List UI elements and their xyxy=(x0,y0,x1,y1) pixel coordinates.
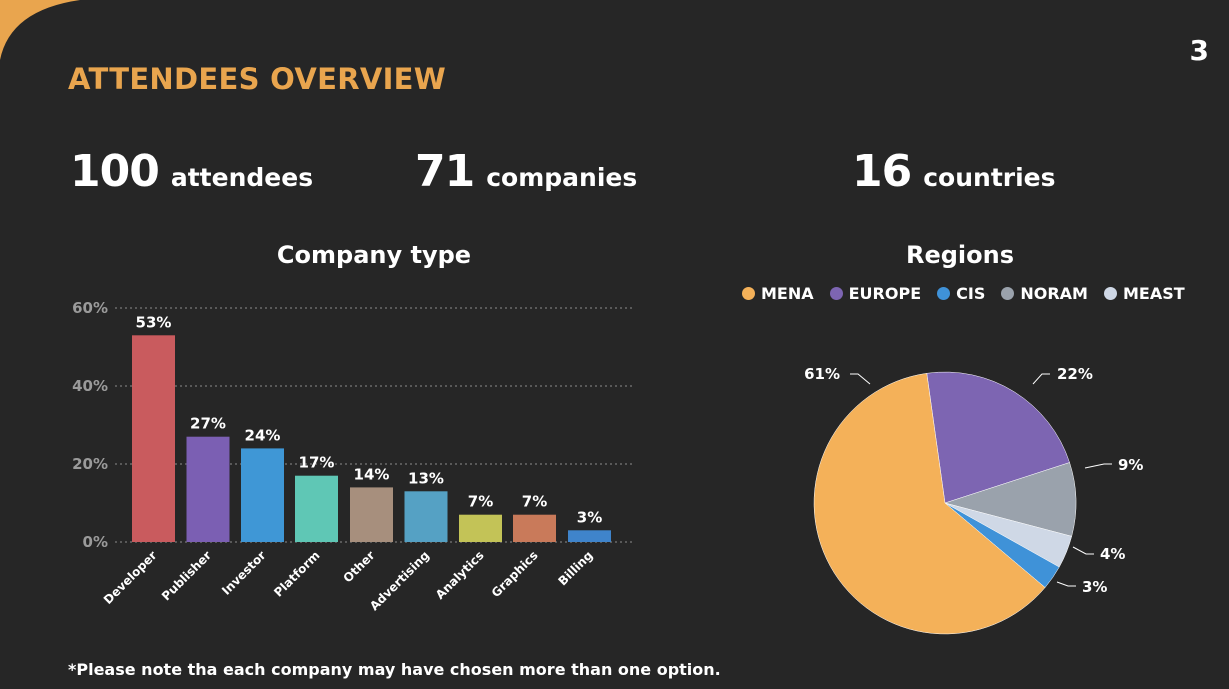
category-label: Investor xyxy=(219,548,269,598)
legend-swatch xyxy=(1103,287,1117,300)
pie-value-label: 61% xyxy=(804,365,840,383)
legend-swatch xyxy=(937,287,951,300)
bar-value-label: 3% xyxy=(577,508,602,526)
bar-analytics xyxy=(459,514,502,542)
stat-companies-value: 71 xyxy=(415,146,475,197)
page-number: 3 xyxy=(1189,34,1209,67)
regions-legend: MENA EUROPE CIS NORAM MEAST xyxy=(742,284,1185,303)
pie-leader-line xyxy=(1084,463,1112,469)
bar-value-label: 7% xyxy=(468,493,493,511)
pie-slice-mena xyxy=(813,372,1046,635)
legend-item-europe: EUROPE xyxy=(829,284,922,303)
legend-item-cis: CIS xyxy=(937,284,985,303)
category-label: Developer xyxy=(101,548,160,607)
legend-label: EUROPE xyxy=(848,284,922,303)
stat-attendees-label: attendees xyxy=(170,163,314,192)
company-type-bar-chart: 0% 20% 40% 60% 53% Developer 27% Publisher 24% In… xyxy=(72,299,633,613)
y-tick-label: 0% xyxy=(83,533,108,551)
pie-value-label: 9% xyxy=(1118,456,1143,474)
legend-swatch xyxy=(742,287,755,300)
pie-value-label: 3% xyxy=(1082,578,1107,596)
stat-companies-label: companies xyxy=(486,163,638,192)
bar-other xyxy=(350,487,393,542)
y-tick-label: 40% xyxy=(72,377,108,395)
stat-companies: 71 companies xyxy=(415,146,637,197)
bar-value-label: 13% xyxy=(408,469,444,487)
bar-advertising xyxy=(404,491,448,542)
pie-leader-line xyxy=(1056,581,1076,587)
stat-countries-label: countries xyxy=(923,163,1056,192)
category-label: Billing xyxy=(556,548,596,588)
bar-investor xyxy=(241,448,284,542)
stat-countries: 16 countries xyxy=(852,146,1056,197)
bar-value-label: 17% xyxy=(299,454,335,472)
bar-graphics xyxy=(513,514,556,542)
bar-billing xyxy=(568,530,611,542)
category-label: Analytics xyxy=(433,548,487,602)
y-tick-label: 20% xyxy=(72,455,108,473)
pie-slice-europe xyxy=(926,371,1070,504)
bar-value-label: 53% xyxy=(136,313,172,331)
footnote: *Please note tha each company may have c… xyxy=(68,660,721,679)
legend-item-mena: MENA xyxy=(742,284,814,303)
pie-chart-title: Regions xyxy=(905,241,1015,269)
legend-item-noram: NORAM xyxy=(1001,284,1088,303)
bar-chart-title: Company type xyxy=(276,241,472,269)
bar-value-label: 24% xyxy=(245,426,281,444)
category-label: Platform xyxy=(271,548,322,599)
pie-leader-line xyxy=(850,373,871,385)
page-title: ATTENDEES OVERVIEW xyxy=(68,62,447,96)
y-tick-label: 60% xyxy=(72,299,108,317)
category-label: Other xyxy=(340,548,377,585)
legend-label: NORAM xyxy=(1020,284,1088,303)
legend-label: CIS xyxy=(956,284,986,303)
bar-value-label: 27% xyxy=(190,415,226,433)
legend-item-meast: MEAST xyxy=(1103,284,1185,303)
regions-pie-chart: 61% 22% 9% 4% 3% xyxy=(804,365,1143,635)
stat-attendees-value: 100 xyxy=(70,146,160,197)
legend-swatch xyxy=(1001,287,1015,300)
stat-countries-value: 16 xyxy=(852,146,912,197)
legend-label: MENA xyxy=(761,284,814,303)
bar-platform xyxy=(295,475,338,542)
legend-label: MEAST xyxy=(1122,284,1185,303)
stat-attendees: 100 attendees xyxy=(70,146,313,197)
bar-value-label: 7% xyxy=(522,493,547,511)
pie-value-label: 22% xyxy=(1057,365,1093,383)
corner-decoration xyxy=(0,0,80,60)
legend-swatch xyxy=(829,287,843,300)
pie-value-label: 4% xyxy=(1100,545,1125,563)
bar-value-label: 14% xyxy=(354,465,390,483)
bar-developer xyxy=(132,335,175,542)
bar-publisher xyxy=(186,436,230,542)
category-label: Graphics xyxy=(489,548,541,600)
category-label: Publisher xyxy=(159,548,214,603)
pie-leader-line xyxy=(1072,546,1094,555)
pie-leader-line xyxy=(1032,373,1050,385)
